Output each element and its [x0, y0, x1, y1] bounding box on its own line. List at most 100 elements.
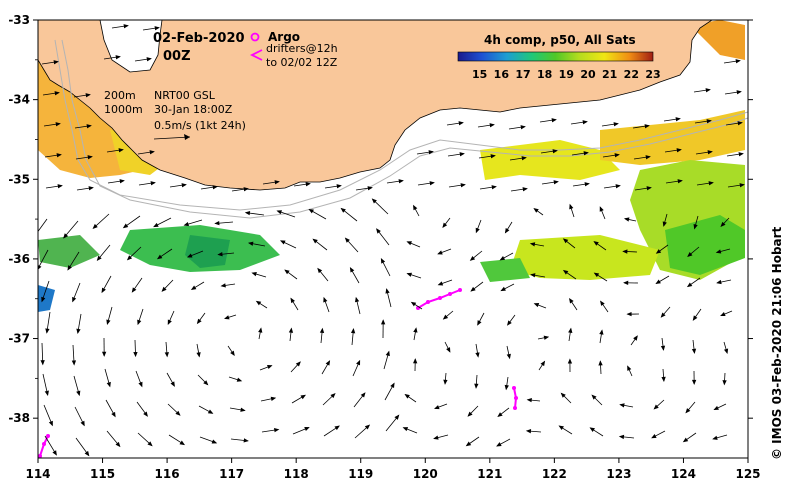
- current-arrow-head: [443, 379, 448, 385]
- current-arrow-head: [533, 303, 540, 308]
- current-arrow-head: [190, 285, 197, 290]
- current-arrow-head: [248, 241, 254, 246]
- current-arrow-head: [677, 179, 683, 184]
- current-arrow-head: [76, 390, 81, 397]
- current-arrow-head: [736, 90, 742, 95]
- x-tick-label: 115: [90, 467, 115, 481]
- current-arrow-head: [520, 125, 526, 130]
- current-arrow-head: [123, 24, 129, 29]
- current-arrow-head: [115, 55, 121, 60]
- current-arrow-head: [119, 179, 125, 184]
- current-arrow-head: [496, 442, 502, 447]
- current-arrow-head: [72, 296, 77, 303]
- current-arrow-head: [615, 184, 621, 189]
- current-arrow-head: [552, 149, 558, 154]
- current-arrow-head: [138, 381, 143, 388]
- current-arrow-head: [661, 376, 666, 383]
- current-arrow-head: [715, 249, 722, 254]
- current-arrow-head: [40, 360, 45, 366]
- current-arrow-head: [521, 156, 527, 161]
- y-tick-label: -36: [8, 252, 30, 266]
- y-tick-label: -38: [8, 411, 30, 425]
- drifter-points: [38, 288, 518, 458]
- current-arrow-head: [258, 327, 263, 333]
- current-arrow-head: [442, 314, 449, 320]
- current-arrow-head: [567, 358, 573, 364]
- current-arrow-head: [646, 186, 652, 191]
- current-arrow-head: [477, 320, 482, 326]
- current-arrow-head: [735, 59, 741, 64]
- current-arrow-head: [143, 411, 148, 417]
- current-arrow-head: [706, 119, 712, 124]
- current-arrow-head: [506, 353, 511, 360]
- current-arrow-head: [705, 88, 711, 93]
- current-arrow-head: [267, 365, 273, 370]
- current-arrow-head: [593, 241, 599, 246]
- current-arrow-head: [562, 238, 569, 244]
- current-arrow-head: [720, 221, 726, 228]
- current-arrow-head: [390, 382, 395, 389]
- current-arrow-head: [150, 181, 156, 186]
- current-arrow-head: [613, 122, 619, 127]
- current-arrow-head: [344, 237, 350, 243]
- current-arrow-head: [489, 123, 495, 128]
- current-arrow-head: [583, 151, 589, 156]
- current-arrow-head: [380, 258, 386, 264]
- current-arrow-head: [115, 441, 121, 448]
- current-arrow-head: [175, 410, 181, 416]
- current-arrow-head: [413, 358, 418, 364]
- current-arrow-head: [687, 252, 693, 257]
- current-arrow-head: [308, 209, 314, 214]
- current-arrow-head: [584, 182, 590, 187]
- current-arrow-head: [660, 345, 666, 351]
- current-arrow-head: [533, 207, 539, 213]
- current-arrow-head: [154, 26, 160, 31]
- current-arrow-head: [693, 224, 698, 230]
- x-tick-label: 117: [219, 467, 244, 481]
- current-arrow-head: [196, 318, 202, 325]
- current-arrow-head: [133, 351, 138, 358]
- current-arrow-head: [371, 198, 377, 204]
- current-arrow-head: [406, 272, 412, 277]
- current-arrow-head: [526, 398, 532, 403]
- colorbar-tick-label: 22: [624, 68, 639, 81]
- current-arrow-head: [413, 204, 418, 211]
- current-arrow: [38, 218, 48, 233]
- scale-arrow: [153, 134, 191, 140]
- current-arrow-head: [398, 179, 404, 184]
- x-tick-label: 120: [413, 467, 438, 481]
- current-arrow-head: [54, 91, 60, 96]
- current-arrow-head: [196, 352, 201, 358]
- current-arrow-head: [45, 328, 50, 334]
- current-arrow-head: [591, 394, 597, 400]
- current-arrow-head: [413, 327, 418, 333]
- colorbar-tick-label: 23: [645, 68, 660, 81]
- current-arrow-head: [470, 286, 476, 292]
- argo-legend-label: Argo: [268, 30, 300, 44]
- current-arrow-head: [80, 420, 85, 427]
- argo-legend-icon: [250, 32, 260, 42]
- drifter-legend-label: drifters@12h: [266, 42, 338, 55]
- map-hour: 00Z: [163, 49, 191, 64]
- current-arrow-head: [723, 348, 729, 355]
- current-arrow-head: [87, 155, 93, 160]
- current-arrow-head: [434, 405, 440, 410]
- current-arrow-head: [429, 181, 435, 186]
- current-arrow-head: [433, 435, 439, 440]
- current-arrow-head: [325, 360, 331, 366]
- current-arrow-head: [280, 240, 286, 245]
- current-arrow-head: [330, 393, 336, 399]
- current-arrow-head: [598, 360, 603, 366]
- current-arrow-head: [181, 183, 187, 188]
- x-tick-label: 124: [671, 467, 696, 481]
- current-arrow-head: [737, 121, 743, 126]
- current-arrow-head: [623, 280, 629, 285]
- vector-scale-label: 0.5m/s (1kt 24h): [154, 119, 246, 132]
- current-arrow-head: [230, 350, 235, 357]
- colorbar-tick-label: 21: [602, 68, 617, 81]
- colorbar-tick-label: 19: [559, 68, 574, 81]
- current-arrow-head: [692, 315, 698, 321]
- current-arrow-head: [284, 269, 290, 275]
- current-arrow-head: [722, 380, 727, 386]
- current-arrow-head: [57, 184, 63, 189]
